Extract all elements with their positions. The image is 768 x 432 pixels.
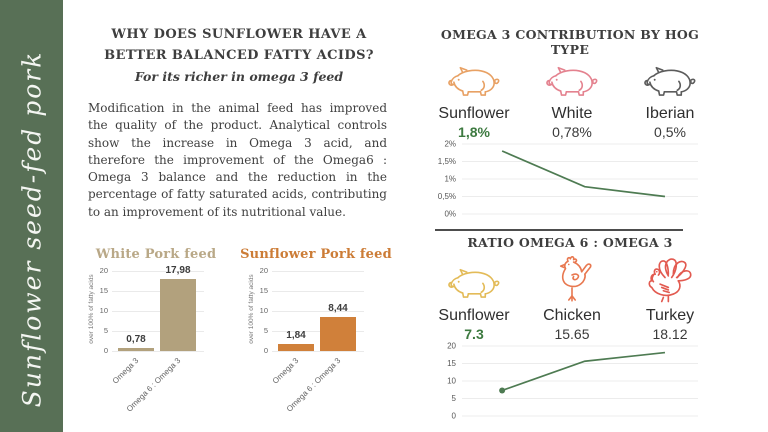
hog-white: White 0,78% — [526, 56, 618, 140]
y-tick-label: 20 — [99, 266, 108, 275]
animal-label: Iberian — [645, 105, 695, 122]
gridline — [272, 311, 364, 312]
gridline — [112, 271, 204, 272]
bar — [278, 343, 314, 351]
hog-iberian: Iberian 0,5% — [624, 56, 716, 140]
gridline — [112, 351, 204, 352]
svg-text:2%: 2% — [444, 140, 456, 149]
ratio-line-chart: 20 15 10 5 0 — [420, 338, 720, 426]
y-tick-label: 10 — [99, 306, 108, 315]
page-title: WHY DOES SUNFLOWER HAVE A BETTER BALANCE… — [104, 27, 374, 63]
animal-chicken: Chicken 15.65 — [526, 252, 618, 342]
bar-charts-row: White Pork feed over 100% of fatty acids 0… — [78, 243, 400, 431]
hog-sunflower: Sunflower 1,8% — [428, 56, 520, 140]
y-tick-label: 20 — [259, 266, 268, 275]
gridline — [112, 291, 204, 292]
chart-title: Sunflower Pork feed — [240, 247, 392, 262]
svg-text:1,5%: 1,5% — [438, 157, 456, 166]
ratio-row: Sunflower 7.3 Chicken 15.65 Turkey 18.12 — [428, 252, 716, 342]
y-tick-label: 5 — [263, 326, 268, 335]
gridline — [112, 311, 204, 312]
svg-text:1%: 1% — [444, 175, 456, 184]
subtitle: For its richer in omega 3 feed — [134, 69, 344, 84]
sidebar-vertical-title: Sunflower seed-fed pork — [17, 50, 46, 408]
animal-value: 0,78% — [552, 124, 592, 140]
gridline — [272, 331, 364, 332]
animal-label: White — [551, 105, 593, 122]
pig-icon — [526, 56, 618, 102]
bar-value-label: 17,98 — [165, 265, 191, 277]
bar — [160, 279, 196, 351]
animal-label: Sunflower — [438, 105, 510, 122]
hog-type-row: Sunflower 1,8% White 0,78% Iberian 0,5% — [428, 56, 716, 140]
gridline — [272, 351, 364, 352]
y-tick-label: 10 — [259, 306, 268, 315]
y-tick-label: 15 — [99, 286, 108, 295]
animal-value: 18.12 — [652, 326, 688, 342]
svg-text:5: 5 — [452, 394, 457, 403]
pig-icon — [428, 252, 520, 304]
gridline — [112, 331, 204, 332]
chart-title: White Pork feed — [95, 247, 217, 262]
svg-text:10: 10 — [447, 377, 456, 386]
bar — [118, 347, 154, 351]
y-tick-label: 0 — [103, 346, 108, 355]
plot-area: 0 5 10 15 20 1,84 Omega 3 8,44 Omega 6 : Omega 3 — [260, 266, 364, 414]
right-column: OMEGA 3 CONTRIBUTION BY HOG TYPE Sunflow… — [420, 0, 750, 432]
sunflower-pork-feed-chart: Sunflower Pork feed over 100% of fatty ac… — [238, 243, 394, 431]
pig-icon — [624, 56, 716, 102]
svg-text:0: 0 — [452, 412, 457, 421]
animal-value: 1,8% — [458, 124, 490, 140]
bar — [320, 317, 356, 351]
animal-label: Chicken — [543, 307, 601, 324]
animal-value: 7.3 — [464, 326, 484, 342]
turkey-icon — [624, 252, 716, 304]
bar-value-label: 8,44 — [328, 303, 348, 315]
y-tick-label: 5 — [103, 326, 108, 335]
section-divider — [435, 229, 683, 231]
sidebar: Sunflower seed-fed pork — [0, 0, 63, 432]
bar-value-label: 1,84 — [286, 329, 306, 341]
animal-sunflower-pork: Sunflower 7.3 — [428, 252, 520, 342]
y-tick-label: 15 — [259, 286, 268, 295]
omega3-line-chart: 2% 1,5% 1% 0,5% 0% — [420, 136, 720, 224]
main-column: WHY DOES SUNFLOWER HAVE A BETTER BALANCE… — [78, 0, 400, 432]
animal-label: Sunflower — [438, 307, 510, 324]
svg-text:0%: 0% — [444, 210, 456, 219]
animal-turkey: Turkey 18.12 — [624, 252, 716, 342]
body-paragraph: Modification in the animal feed has impr… — [88, 101, 387, 219]
svg-text:20: 20 — [447, 342, 456, 351]
chicken-icon — [526, 252, 618, 304]
animal-value: 15.65 — [554, 326, 590, 342]
bar-value-label: 0,78 — [126, 333, 146, 345]
white-pork-feed-chart: White Pork feed over 100% of fatty acids 0… — [78, 243, 234, 431]
plot-area: 0 5 10 15 20 0,78 Omega 3 17,98 Omega 6 : Omega … — [100, 265, 204, 414]
omega3-contribution-heading: OMEGA 3 CONTRIBUTION BY HOG TYPE — [440, 27, 700, 57]
pig-icon — [428, 56, 520, 102]
svg-text:15: 15 — [447, 359, 456, 368]
svg-text:0,5%: 0,5% — [438, 192, 456, 201]
y-tick-label: 0 — [263, 346, 268, 355]
animal-value: 0,5% — [654, 124, 686, 140]
gridline — [272, 291, 364, 292]
gridline — [272, 271, 364, 272]
ratio-heading: RATIO OMEGA 6 : OMEGA 3 — [467, 235, 673, 250]
animal-label: Turkey — [645, 307, 695, 324]
